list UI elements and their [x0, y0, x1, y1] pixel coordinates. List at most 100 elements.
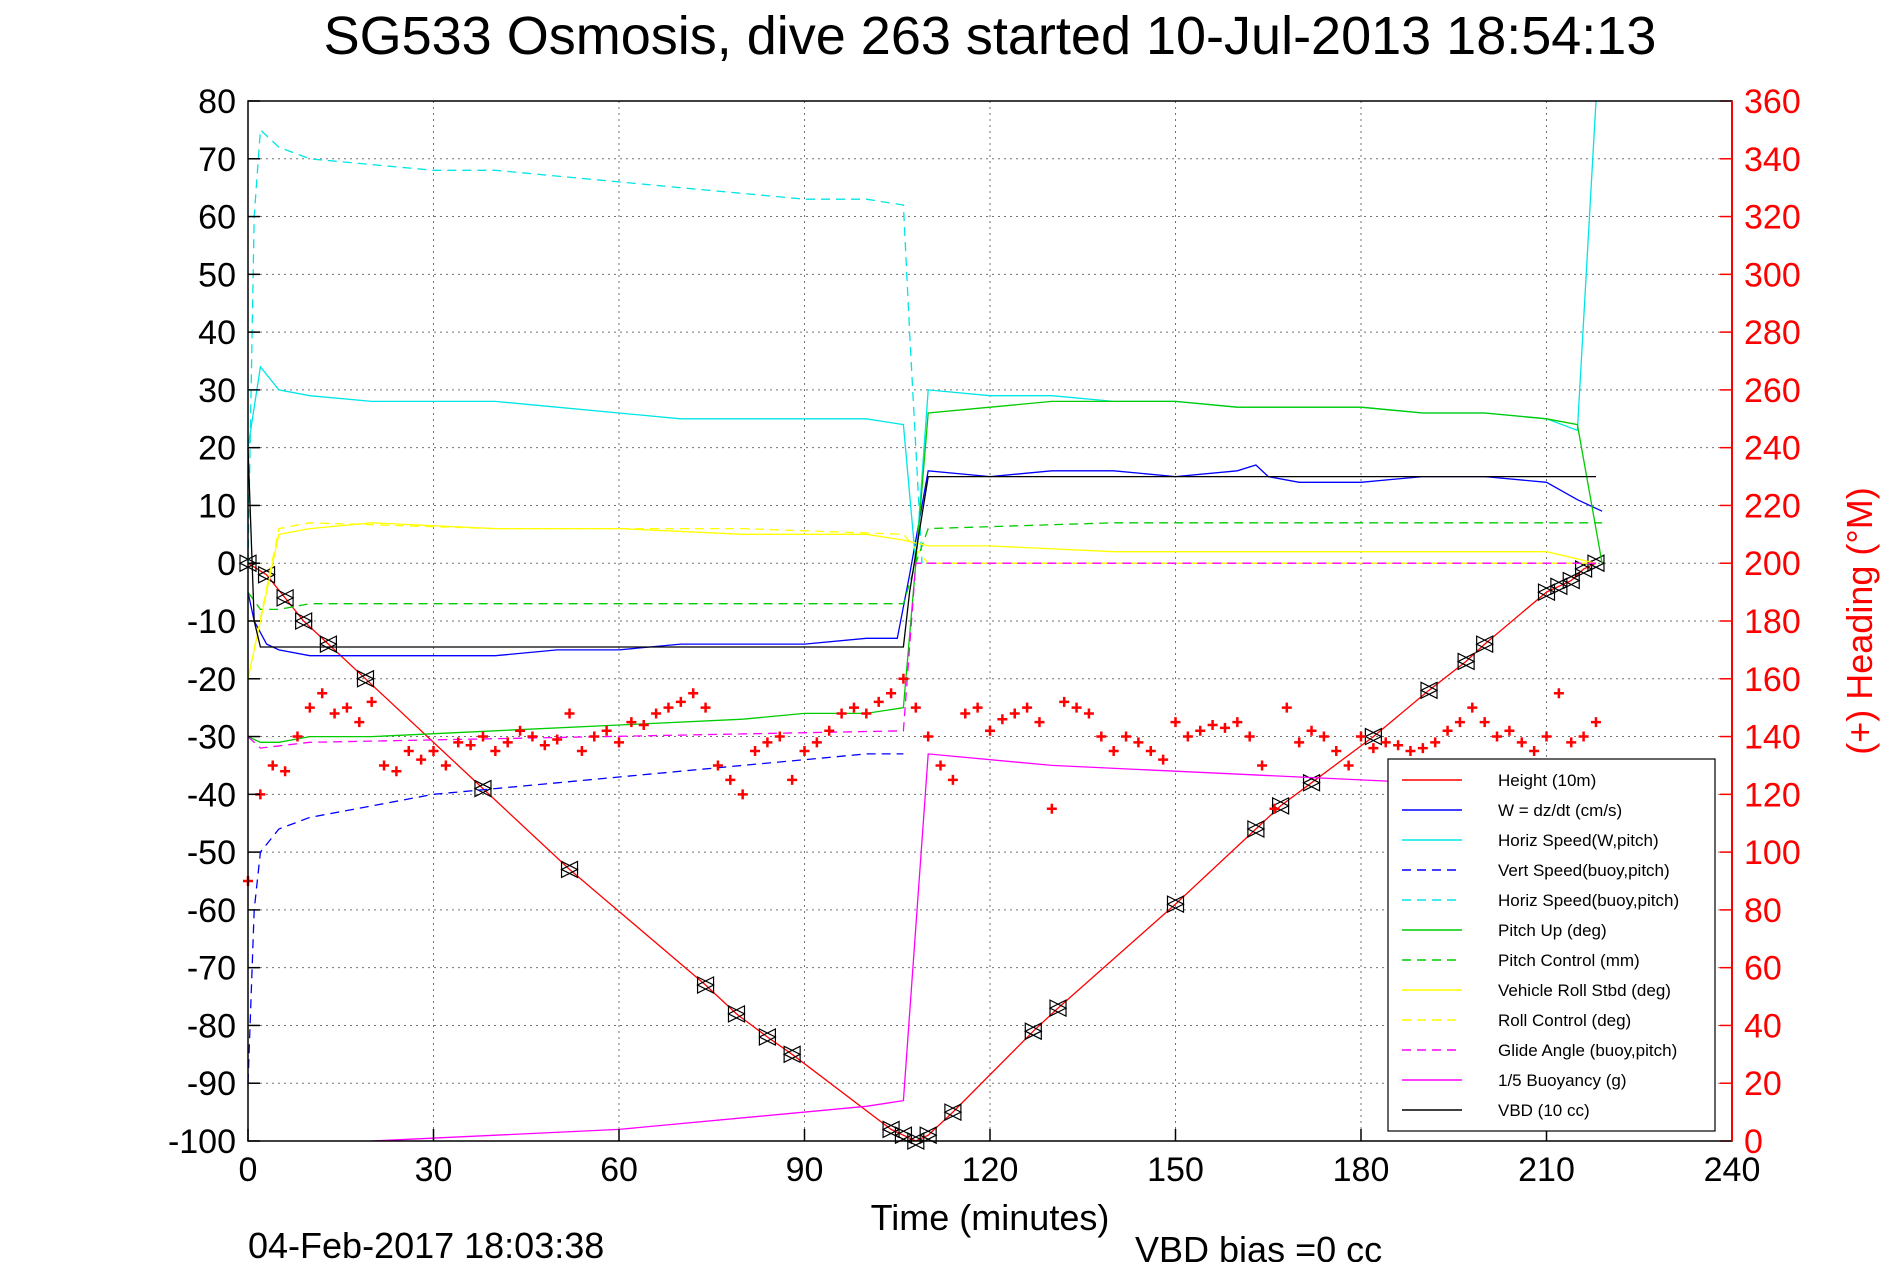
- heading-point: [1034, 717, 1045, 728]
- heading-point: [379, 760, 390, 771]
- height-marker: [257, 565, 276, 584]
- x-tick-label: 0: [239, 1151, 258, 1189]
- heading-point: [861, 708, 872, 719]
- x-tick-label: 60: [600, 1151, 638, 1189]
- heading-point: [490, 746, 501, 756]
- series-1-5-buoyancy-g: [371, 753, 1596, 1142]
- y-right-tick-label: 100: [1744, 834, 1801, 872]
- heading-point: [651, 708, 662, 719]
- series-vert-speed-buoy-pitch: [247, 753, 904, 1084]
- y-tick-label: 60: [198, 199, 236, 237]
- heading-point: [923, 731, 934, 742]
- legend-label: VBD (10 cc): [1498, 1101, 1590, 1120]
- y-right-tick-label: 60: [1744, 950, 1782, 988]
- series-pitch-up-deg: [247, 400, 1603, 743]
- height-marker: [1048, 999, 1068, 1018]
- height-marker: [319, 635, 338, 654]
- heading-point: [910, 702, 921, 713]
- heading-point: [997, 714, 1008, 725]
- y-right-tick-label: 180: [1744, 603, 1801, 641]
- heading-point: [1306, 725, 1317, 736]
- legend-label: Vehicle Roll Stbd (deg): [1498, 981, 1671, 1000]
- heading-point: [1108, 746, 1119, 756]
- x-axis-label: Time (minutes): [871, 1197, 1110, 1238]
- heading-point: [725, 774, 736, 785]
- heading-point: [1454, 717, 1465, 728]
- heading-point: [1578, 731, 1589, 742]
- heading-point: [539, 740, 550, 751]
- heading-point: [1368, 743, 1379, 754]
- height-marker: [943, 1103, 963, 1122]
- legend-label: Roll Control (deg): [1498, 1011, 1631, 1030]
- heading-point: [428, 746, 439, 756]
- height-marker: [758, 1028, 777, 1046]
- height-marker: [1166, 895, 1185, 914]
- heading-point: [465, 740, 476, 751]
- heading-point: [502, 737, 513, 748]
- heading-point: [688, 688, 699, 699]
- heading-point: [354, 717, 365, 728]
- y-right-tick-label: 300: [1744, 256, 1801, 294]
- y-right-tick-label: 260: [1744, 372, 1801, 410]
- heading-point: [972, 702, 983, 713]
- heading-point: [477, 731, 488, 742]
- heading-point: [750, 746, 761, 756]
- x-tick-label: 180: [1333, 1151, 1390, 1189]
- height-marker: [727, 1004, 746, 1023]
- y-right-tick-label: 320: [1744, 199, 1801, 237]
- heading-point: [1195, 725, 1206, 736]
- y-tick-label: -20: [187, 661, 236, 699]
- heading-point: [403, 746, 414, 756]
- heading-point: [1442, 725, 1453, 736]
- y-tick-label: 10: [198, 487, 236, 525]
- height-marker: [1419, 681, 1439, 700]
- y-tick-label: 20: [198, 430, 236, 468]
- height-marker: [1302, 773, 1321, 792]
- heading-point: [341, 702, 352, 713]
- y-right-tick-label: 20: [1744, 1065, 1782, 1103]
- heading-point: [440, 760, 451, 771]
- heading-point: [1393, 740, 1404, 751]
- legend-label: Pitch Up (deg): [1498, 921, 1607, 940]
- height-marker: [356, 669, 375, 688]
- heading-point: [1182, 731, 1193, 742]
- y-tick-label: -30: [187, 719, 236, 757]
- heading-point: [960, 708, 971, 719]
- heading-point: [1121, 731, 1132, 742]
- heading-point: [935, 760, 946, 771]
- y-tick-label: 80: [198, 83, 236, 121]
- y-right-tick-label: 80: [1744, 892, 1782, 930]
- y-tick-label: -10: [187, 603, 236, 641]
- x-tick-label: 120: [962, 1151, 1019, 1189]
- x-tick-label: 210: [1518, 1151, 1575, 1189]
- legend-label: Height (10m): [1498, 771, 1596, 790]
- height-marker: [1271, 796, 1290, 815]
- legend-label: 1/5 Buoyancy (g): [1498, 1071, 1627, 1090]
- heading-point: [1504, 725, 1515, 736]
- heading-point: [515, 725, 526, 736]
- x-tick-label: 90: [786, 1151, 824, 1189]
- heading-point: [267, 760, 278, 771]
- y-right-tick-label: 160: [1744, 661, 1801, 699]
- heading-point: [1009, 708, 1020, 719]
- heading-point: [1343, 760, 1354, 771]
- x-tick-label: 150: [1147, 1151, 1204, 1189]
- legend-label: Pitch Control (mm): [1498, 951, 1640, 970]
- heading-point: [1232, 717, 1243, 728]
- height-marker: [1475, 635, 1495, 654]
- height-marker: [473, 779, 493, 798]
- heading-point: [1257, 760, 1268, 771]
- heading-point: [589, 731, 600, 742]
- y-right-tick-label: 220: [1744, 487, 1801, 525]
- series-pitch-control-mm: [247, 522, 1603, 611]
- heading-point: [1269, 803, 1280, 814]
- heading-point: [700, 702, 711, 713]
- heading-point: [886, 688, 897, 699]
- heading-point: [1553, 688, 1564, 699]
- heading-point: [576, 746, 587, 756]
- footer-date: 04-Feb-2017 18:03:38: [248, 1225, 604, 1262]
- series-horiz-speed-buoy-pitch: [247, 128, 923, 564]
- height-marker: [782, 1045, 802, 1064]
- heading-point: [898, 673, 909, 684]
- heading-point: [1566, 737, 1577, 748]
